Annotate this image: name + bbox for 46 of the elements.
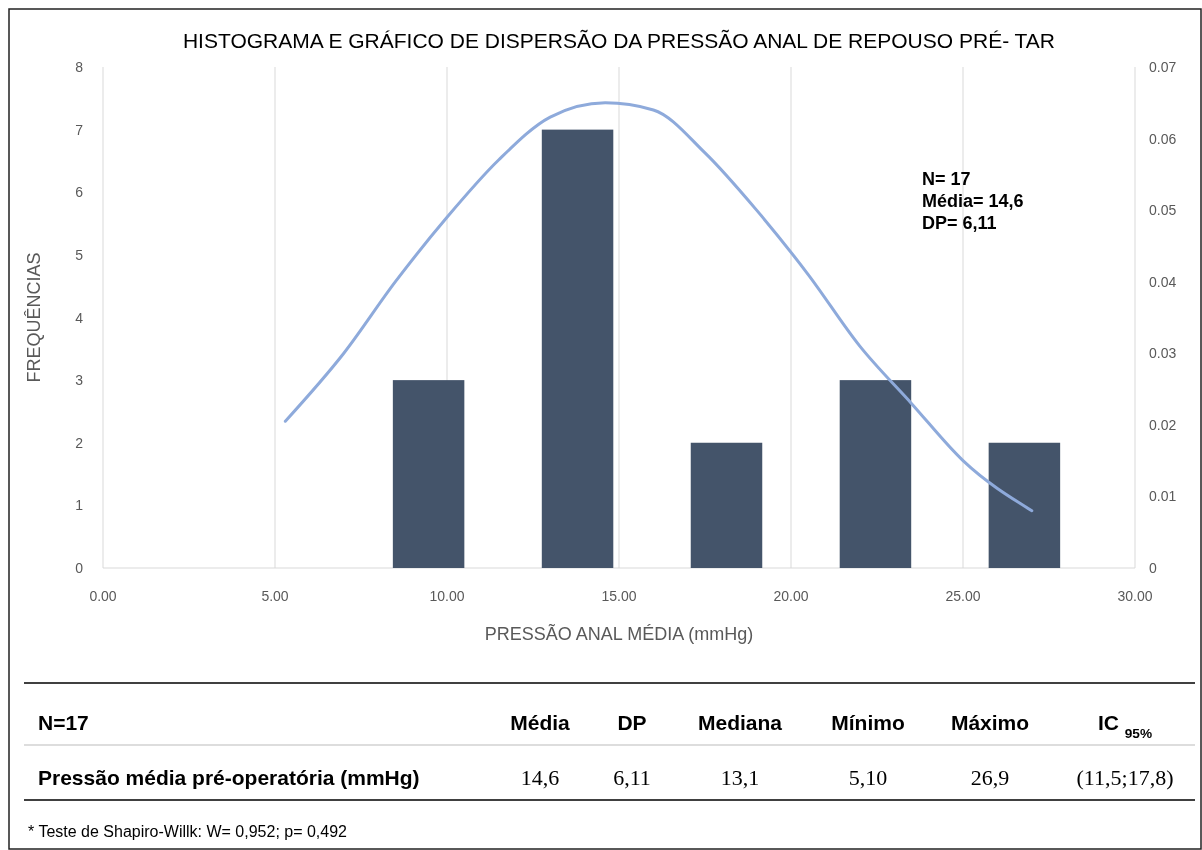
x-tick-label: 10.00 — [429, 588, 465, 604]
annotation: N= 17 — [922, 169, 971, 189]
y-tick-label: 3 — [75, 372, 84, 389]
y-tick-label: 4 — [75, 309, 84, 326]
text: 6,11 — [613, 765, 651, 790]
y2-tick-label: 0.07 — [1149, 59, 1177, 75]
y-tick-label: 6 — [75, 184, 84, 201]
y-tick-label: 0 — [75, 560, 84, 576]
y2-tick-label: 0.01 — [1149, 488, 1177, 505]
y-tick-label: 8 — [75, 59, 84, 75]
text: Mediana — [697, 711, 783, 734]
text: 13,1 — [720, 765, 760, 790]
x-axis-title: PRESSÃO ANAL MÉDIA (mmHg) — [484, 623, 754, 644]
chart-title: HISTOGRAMA E GRÁFICO DE DISPERSÃO DA PRESSÃO ANAL DE REPOUSO PRÉ- TAR — [182, 29, 1056, 52]
annotation: DP= 6,11 — [922, 213, 997, 233]
y-tick-label: 7 — [75, 121, 84, 138]
y2-tick-label: 0.06 — [1149, 130, 1177, 147]
y2-tick-label: 0.05 — [1149, 202, 1177, 219]
text: N=17 — [38, 711, 89, 734]
text: Pressão média pré-operatória (mmHg) — [38, 766, 420, 789]
y-axis-title: FREQUÊNCIAS — [24, 252, 44, 383]
text: * Teste de Shapiro-Willk: W= 0,952; p= 0,492 — [28, 823, 348, 840]
text: DP — [617, 711, 647, 734]
annotation: Média= 14,6 — [922, 191, 1024, 211]
y2-tick-label: 0.02 — [1149, 416, 1177, 433]
y2-tick-label: 0.04 — [1149, 273, 1177, 290]
y-tick-label: 5 — [75, 246, 84, 263]
text: 26,9 — [970, 765, 1010, 790]
text: 14,6 — [520, 765, 560, 790]
y2-tick-label: 0 — [1149, 560, 1157, 576]
x-tick-label: 15.00 — [601, 588, 637, 604]
y-tick-label: 1 — [75, 497, 84, 514]
y2-tick-label: 0.03 — [1149, 345, 1177, 362]
y-tick-label: 2 — [75, 434, 84, 451]
text: (11,5;17,8) — [1076, 765, 1174, 790]
x-tick-label: 0.00 — [89, 588, 117, 604]
x-tick-label: 30.00 — [1117, 588, 1153, 604]
text: Média — [510, 711, 571, 734]
x-tick-label: 5.00 — [261, 588, 289, 604]
text: Máximo — [950, 711, 1030, 734]
text: IC $_{95%}$ — [1097, 711, 1153, 741]
x-tick-label: 20.00 — [773, 588, 809, 604]
x-tick-label: 25.00 — [945, 588, 981, 604]
text: 5,10 — [848, 765, 888, 790]
line-series — [283, 101, 1034, 513]
text: Mínimo — [831, 711, 905, 734]
